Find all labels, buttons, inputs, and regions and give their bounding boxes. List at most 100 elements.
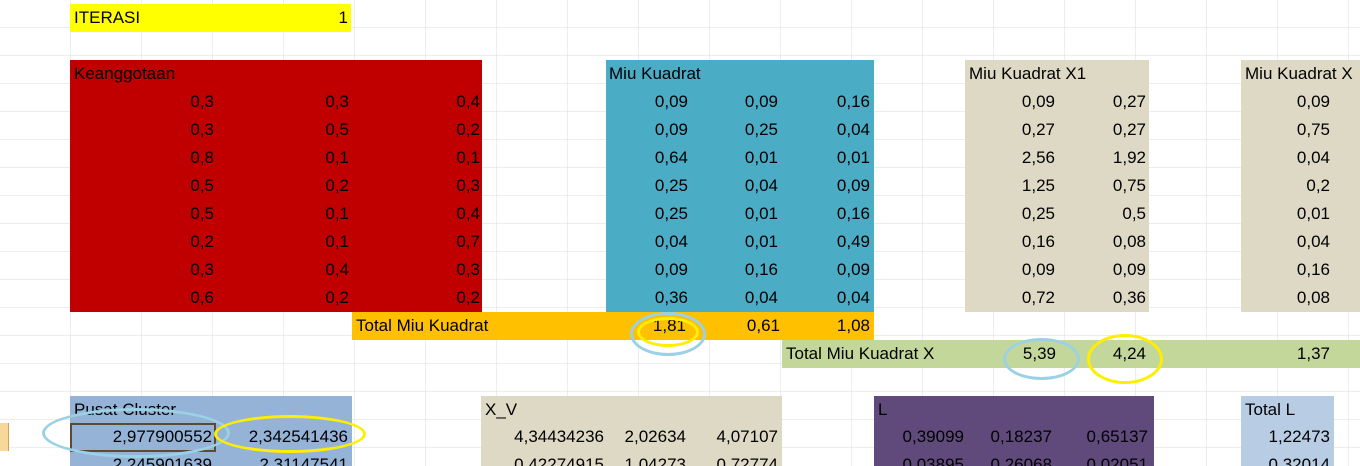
miu-kuadrat-cell[interactable]: 0,49: [836, 232, 870, 251]
miu-kuadrat-cell[interactable]: 0,09: [654, 92, 688, 111]
keanggotaan-cell[interactable]: 0,4: [456, 92, 480, 111]
l-r2-c2[interactable]: 0,26068: [990, 455, 1052, 466]
miu-kuadrat-cell[interactable]: 0,64: [654, 148, 688, 167]
miu-kuadrat-x2-cell[interactable]: 0,2: [1306, 176, 1330, 195]
l-r1-c2[interactable]: 0,18237: [990, 427, 1052, 446]
miu-kuadrat-x1-cell[interactable]: 0,5: [1122, 204, 1146, 223]
miu-kuadrat-x2-cell[interactable]: 0,75: [1296, 120, 1330, 139]
x-v-r1-c3[interactable]: 4,07107: [716, 427, 778, 446]
miu-kuadrat-x1-cell[interactable]: 0,25: [1021, 204, 1055, 223]
pusat-cluster-r1-c2[interactable]: 2,342541436: [248, 427, 348, 446]
total-miu-kuadrat-x-value-2[interactable]: 4,24: [1112, 344, 1146, 363]
total-miu-kuadrat-x-value-1[interactable]: 5,39: [1022, 344, 1056, 363]
keanggotaan-cell[interactable]: 0,6: [190, 288, 214, 307]
miu-kuadrat-x1-cell[interactable]: 0,75: [1112, 176, 1146, 195]
miu-kuadrat-cell[interactable]: 0,04: [744, 176, 778, 195]
total-miu-kuadrat-row: [352, 312, 874, 340]
miu-kuadrat-x1-cell[interactable]: 0,09: [1112, 260, 1146, 279]
keanggotaan-cell[interactable]: 0,5: [325, 120, 349, 139]
keanggotaan-cell[interactable]: 0,4: [456, 204, 480, 223]
keanggotaan-cell[interactable]: 0,3: [456, 176, 480, 195]
l-r2-c1[interactable]: 0,03895: [902, 455, 964, 466]
total-miu-kuadrat-value-1[interactable]: 1,81: [652, 316, 686, 335]
miu-kuadrat-x1-cell[interactable]: 0,27: [1112, 120, 1146, 139]
x-v-r1-c1[interactable]: 4,34434236: [514, 427, 604, 446]
total-miu-kuadrat-value-2[interactable]: 0,61: [746, 316, 780, 335]
miu-kuadrat-cell[interactable]: 0,01: [744, 148, 778, 167]
keanggotaan-cell[interactable]: 0,3: [190, 92, 214, 111]
keanggotaan-cell[interactable]: 0,3: [456, 260, 480, 279]
miu-kuadrat-x2-cell[interactable]: 0,08: [1296, 288, 1330, 307]
keanggotaan-cell[interactable]: 0,3: [190, 260, 214, 279]
miu-kuadrat-cell[interactable]: 0,01: [744, 232, 778, 251]
total-l-r2[interactable]: 0,32014: [1268, 455, 1330, 466]
miu-kuadrat-x1-cell[interactable]: 2,56: [1021, 148, 1055, 167]
miu-kuadrat-x2-cell[interactable]: 0,09: [1296, 92, 1330, 111]
pusat-cluster-r2-c1[interactable]: 2,245901639: [112, 455, 212, 466]
x-v-r2-c1[interactable]: 0,42274915: [514, 455, 604, 466]
x-v-r1-c2[interactable]: 2,02634: [624, 427, 686, 446]
miu-kuadrat-x1-cell[interactable]: 0,27: [1112, 92, 1146, 111]
miu-kuadrat-x2-cell[interactable]: 0,04: [1296, 232, 1330, 251]
keanggotaan-cell[interactable]: 0,1: [456, 148, 480, 167]
keanggotaan-cell[interactable]: 0,2: [190, 232, 214, 251]
miu-kuadrat-cell[interactable]: 0,25: [654, 176, 688, 195]
miu-kuadrat-x1-cell[interactable]: 0,08: [1112, 232, 1146, 251]
miu-kuadrat-cell[interactable]: 0,25: [744, 120, 778, 139]
pusat-cluster-r1-c1[interactable]: 2,977900552: [112, 427, 212, 446]
keanggotaan-cell[interactable]: 0,3: [325, 92, 349, 111]
miu-kuadrat-cell[interactable]: 0,16: [836, 92, 870, 111]
miu-kuadrat-x1-cell[interactable]: 0,36: [1112, 288, 1146, 307]
keanggotaan-cell[interactable]: 0,5: [190, 176, 214, 195]
miu-kuadrat-x2-cell[interactable]: 0,01: [1296, 204, 1330, 223]
total-l-r1[interactable]: 1,22473: [1268, 427, 1330, 446]
keanggotaan-cell[interactable]: 0,2: [456, 288, 480, 307]
miu-kuadrat-cell[interactable]: 0,09: [654, 260, 688, 279]
miu-kuadrat-cell[interactable]: 0,01: [836, 148, 870, 167]
keanggotaan-cell[interactable]: 0,5: [190, 204, 214, 223]
keanggotaan-cell[interactable]: 0,1: [325, 232, 349, 251]
keanggotaan-cell[interactable]: 0,2: [325, 176, 349, 195]
keanggotaan-cell[interactable]: 0,1: [325, 204, 349, 223]
miu-kuadrat-cell[interactable]: 0,09: [654, 120, 688, 139]
miu-kuadrat-cell[interactable]: 0,25: [654, 204, 688, 223]
l-r1-c1[interactable]: 0,39099: [902, 427, 964, 446]
miu-kuadrat-cell[interactable]: 0,36: [654, 288, 688, 307]
l-r2-c3[interactable]: 0,02051: [1086, 455, 1148, 466]
miu-kuadrat-cell[interactable]: 0,09: [744, 92, 778, 111]
x-v-r2-c2[interactable]: 1,04273: [624, 455, 686, 466]
miu-kuadrat-x1-cell[interactable]: 0,09: [1021, 260, 1055, 279]
miu-kuadrat-x1-cell[interactable]: 0,27: [1021, 120, 1055, 139]
miu-kuadrat-x1-cell[interactable]: 0,72: [1021, 288, 1055, 307]
keanggotaan-cell[interactable]: 0,1: [325, 148, 349, 167]
keanggotaan-cell[interactable]: 0,8: [190, 148, 214, 167]
miu-kuadrat-x1-cell[interactable]: 1,92: [1112, 148, 1146, 167]
miu-kuadrat-cell[interactable]: 0,16: [744, 260, 778, 279]
miu-kuadrat-x2-cell[interactable]: 0,04: [1296, 148, 1330, 167]
keanggotaan-cell[interactable]: 0,3: [190, 120, 214, 139]
miu-kuadrat-x1-cell[interactable]: 1,25: [1021, 176, 1055, 195]
total-miu-kuadrat-x-value-3[interactable]: 1,37: [1296, 344, 1330, 363]
miu-kuadrat-cell[interactable]: 0,09: [836, 176, 870, 195]
miu-kuadrat-x2-cell[interactable]: 0,16: [1296, 260, 1330, 279]
l-r1-c3[interactable]: 0,65137: [1086, 427, 1148, 446]
miu-kuadrat-cell[interactable]: 0,01: [744, 204, 778, 223]
iterasi-value[interactable]: 1: [338, 8, 348, 27]
pusat-cluster-r2-c2[interactable]: 2,31147541: [259, 455, 348, 466]
keanggotaan-cell[interactable]: 0,4: [325, 260, 349, 279]
miu-kuadrat-cell[interactable]: 0,16: [836, 204, 870, 223]
miu-kuadrat-cell[interactable]: 0,09: [836, 260, 870, 279]
miu-kuadrat-cell[interactable]: 0,04: [836, 120, 870, 139]
miu-kuadrat-cell[interactable]: 0,04: [744, 288, 778, 307]
x-v-r2-c3[interactable]: 0,72774: [716, 455, 778, 466]
keanggotaan-cell[interactable]: 0,7: [456, 232, 480, 251]
miu-kuadrat-cell[interactable]: 0,04: [836, 288, 870, 307]
keanggotaan-cell[interactable]: 0,2: [325, 288, 349, 307]
keanggotaan-cell[interactable]: 0,2: [456, 120, 480, 139]
miu-kuadrat-cell[interactable]: 0,04: [654, 232, 688, 251]
miu-kuadrat-x1-cell[interactable]: 0,09: [1021, 92, 1055, 111]
total-miu-kuadrat-value-3[interactable]: 1,08: [836, 316, 870, 335]
miu-kuadrat-x1-cell[interactable]: 0,16: [1021, 232, 1055, 251]
x-v-title: X_V: [485, 400, 518, 419]
